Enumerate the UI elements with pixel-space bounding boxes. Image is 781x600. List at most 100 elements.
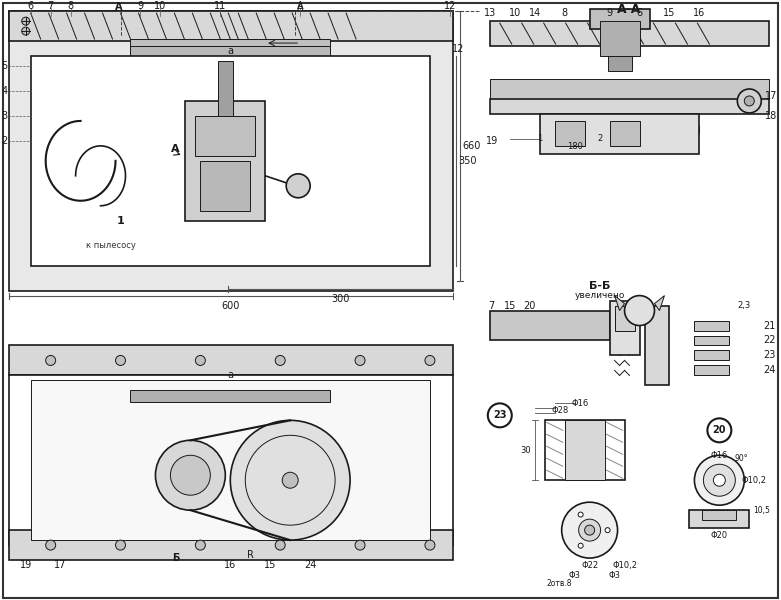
Bar [544,421,625,480]
Text: 6: 6 [27,1,34,11]
Text: 4: 4 [2,86,8,96]
Text: 22: 22 [763,335,776,346]
Circle shape [116,355,126,365]
Text: 23: 23 [493,410,507,421]
Text: 23: 23 [763,350,776,361]
Text: 7: 7 [489,301,495,311]
Text: 350: 350 [458,156,477,166]
Circle shape [708,418,731,442]
Text: 30: 30 [520,446,531,455]
Circle shape [579,519,601,541]
Text: 15: 15 [504,301,516,311]
Text: 16: 16 [224,560,237,570]
Circle shape [585,525,594,535]
Bar [9,346,453,376]
Circle shape [45,355,55,365]
Circle shape [425,355,435,365]
Text: 9: 9 [137,1,144,11]
Text: I: I [698,126,701,136]
Circle shape [286,174,310,198]
Bar [490,311,610,340]
Bar [490,99,769,114]
Bar [540,114,700,154]
Text: Φ22: Φ22 [581,560,598,569]
Bar [201,161,250,211]
Bar [694,365,729,376]
Text: 300: 300 [331,293,349,304]
Text: 8: 8 [562,8,568,18]
Circle shape [170,455,210,495]
Circle shape [625,296,654,326]
Bar [130,46,330,61]
Bar [694,335,729,346]
Text: 660: 660 [462,141,481,151]
Text: 7: 7 [48,1,54,11]
Text: 2: 2 [597,134,602,143]
Text: Φ3: Φ3 [569,571,580,580]
Circle shape [282,472,298,488]
Bar [644,305,669,385]
Text: увеличено: увеличено [574,291,625,300]
Bar [590,9,650,29]
Text: 10: 10 [155,1,166,11]
Text: 19: 19 [20,560,32,570]
Bar [490,21,769,46]
Circle shape [425,540,435,550]
Text: 17: 17 [55,560,67,570]
Bar [610,301,640,355]
Circle shape [605,527,610,533]
Bar [219,61,234,116]
Text: a: a [227,370,234,380]
Text: A: A [115,2,123,12]
Bar [185,101,266,221]
Text: 600: 600 [221,301,240,311]
Text: 1: 1 [537,134,542,143]
Circle shape [704,464,736,496]
Circle shape [713,474,726,486]
Circle shape [737,89,761,113]
Text: 13: 13 [483,8,496,18]
Text: 12: 12 [451,44,464,54]
Text: A: A [297,3,304,13]
Text: 18: 18 [765,111,777,121]
Circle shape [578,512,583,517]
Text: 90°: 90° [734,454,748,463]
Circle shape [744,96,754,106]
Text: Φ20: Φ20 [711,530,728,539]
Circle shape [578,543,583,548]
Text: 20: 20 [523,301,536,311]
Text: Φ10,2: Φ10,2 [612,560,637,569]
Bar [608,56,632,71]
Bar [615,305,634,331]
Bar [690,510,749,528]
Text: 15: 15 [663,8,676,18]
Text: Φ16: Φ16 [711,451,728,460]
Bar [555,121,585,146]
Text: 24: 24 [304,560,316,570]
Text: 2,3: 2,3 [738,301,751,310]
Text: A-A: A-A [617,2,642,16]
Circle shape [275,355,285,365]
Bar [9,11,453,290]
Bar [702,510,736,520]
Text: a: a [227,46,234,56]
Circle shape [22,17,30,25]
Text: 24: 24 [763,365,776,376]
Text: 17: 17 [765,91,777,101]
Bar [694,320,729,331]
Text: 10,5: 10,5 [753,506,770,515]
Bar [530,415,640,485]
Text: 20: 20 [712,425,726,436]
Bar [130,391,330,403]
Bar [30,380,430,540]
Text: Б-Б: Б-Б [589,281,610,290]
Text: Φ28: Φ28 [551,406,569,415]
Text: 16: 16 [694,8,705,18]
Text: 15: 15 [264,560,276,570]
Text: 2: 2 [2,136,8,146]
Circle shape [694,455,744,505]
Bar [600,21,640,56]
Text: 10: 10 [508,8,521,18]
Text: 2отв.8: 2отв.8 [547,578,572,587]
Bar [694,350,729,361]
